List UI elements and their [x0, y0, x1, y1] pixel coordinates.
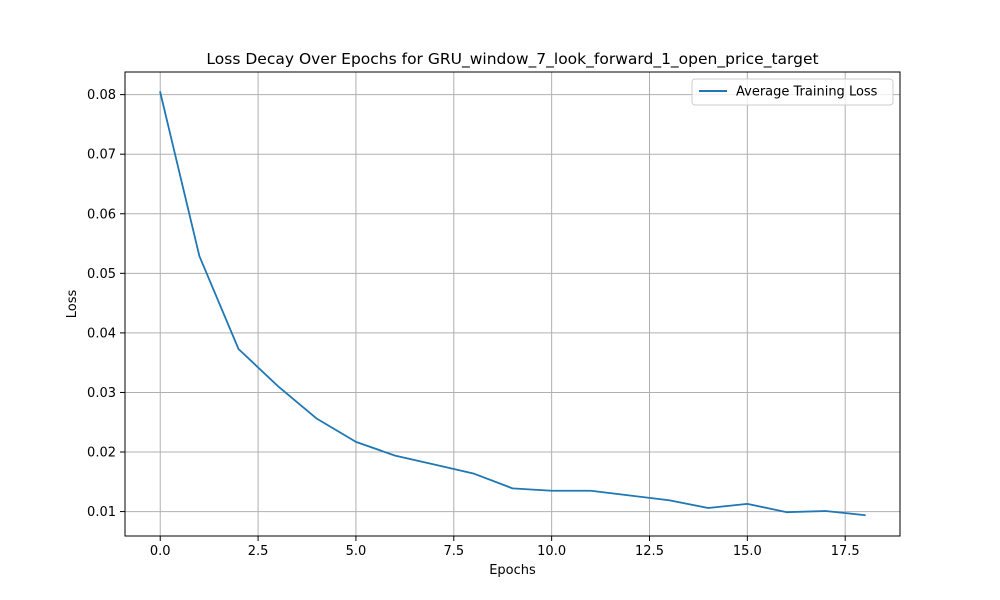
grid-lines — [125, 72, 900, 536]
y-tick-label: 0.01 — [87, 505, 116, 520]
x-tick-label: 15.0 — [733, 544, 762, 559]
series-line-average-training-loss — [159, 91, 866, 517]
x-axis-title: Epochs — [489, 563, 536, 578]
chart-title: Loss Decay Over Epochs for GRU_window_7_… — [206, 50, 818, 69]
y-tick-label: 0.02 — [87, 446, 116, 461]
plot-area — [125, 72, 900, 536]
y-tick-label: 0.08 — [87, 88, 116, 103]
x-tick-label: 0.0 — [150, 544, 171, 559]
x-tick-label: 7.5 — [443, 544, 464, 559]
legend: Average Training Loss — [691, 78, 894, 106]
x-tick-label: 17.5 — [831, 544, 860, 559]
y-tick-label: 0.04 — [87, 326, 116, 341]
y-tick-label: 0.06 — [87, 207, 116, 222]
legend-label: Average Training Loss — [736, 85, 878, 100]
y-tick-label: 0.03 — [87, 386, 116, 401]
legend-box — [691, 78, 894, 106]
series-layer — [159, 91, 866, 517]
tick-layer: 0.0 2.5 5.0 7.5 10.0 12.5 15.0 17.5 0.01 0.02 0.03… — [87, 88, 860, 559]
plot-frame — [124, 71, 901, 537]
y-tick-label: 0.07 — [87, 148, 116, 163]
x-tick-label: 10.0 — [537, 544, 566, 559]
y-tick-label: 0.05 — [87, 267, 116, 282]
y-axis-title: Loss — [65, 290, 80, 319]
x-tick-label: 12.5 — [635, 544, 664, 559]
x-tick-label: 2.5 — [248, 544, 269, 559]
x-tick-label: 5.0 — [346, 544, 367, 559]
